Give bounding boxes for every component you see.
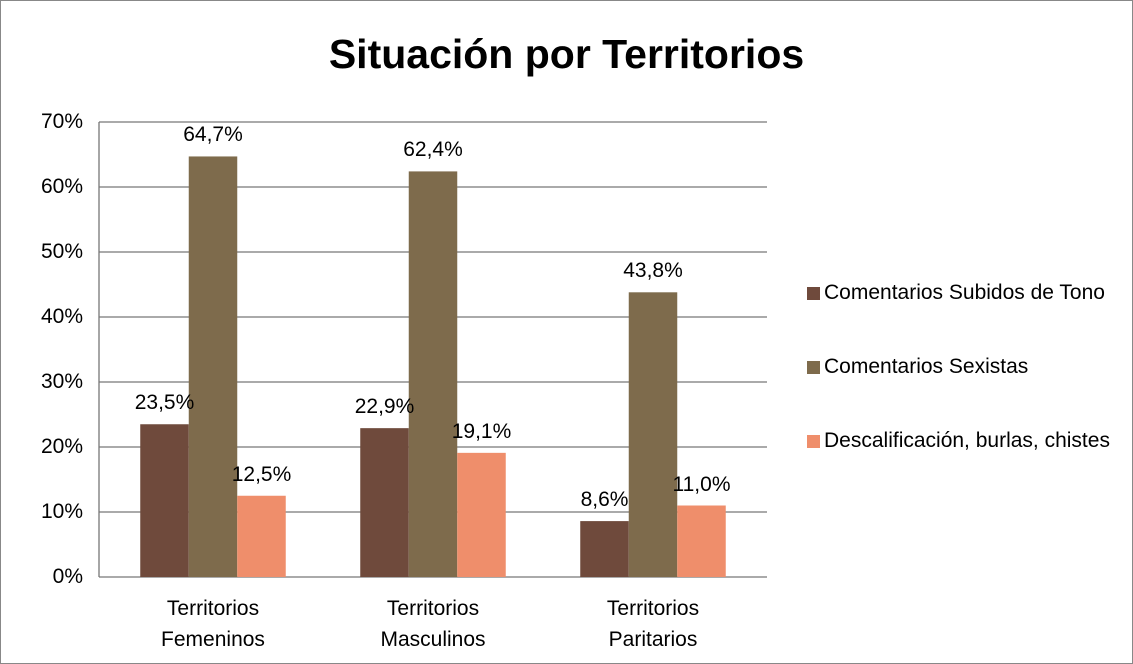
value-label: 62,4% [403,138,463,162]
bar [140,424,189,577]
y-tick-label: 30% [40,370,83,393]
y-tick-label: 50% [40,240,83,263]
x-tick-label: Territorios Femeninos [161,597,265,651]
x-tick-label: Territorios Masculinos [380,597,486,651]
bar [677,505,726,577]
value-label: 22,9% [354,395,415,419]
legend-swatch [807,435,820,448]
y-tick-label: 60% [40,175,83,198]
bar [457,452,506,577]
legend-label: Comentarios Subidos de Tono [824,281,1105,304]
y-tick-label: 0% [52,565,83,588]
bar [628,292,678,577]
legend-label: Comentarios Sexistas [824,355,1029,378]
value-label: 43,8% [623,259,683,283]
bar [188,156,238,577]
value-label: 64,7% [183,123,243,147]
value-label: 12,5% [231,462,292,486]
y-tick-label: 20% [40,435,83,458]
legend-swatch [807,361,820,374]
legend-swatch [807,287,820,300]
bar [408,171,458,577]
bar [237,495,286,577]
value-label: 11,0% [672,472,731,496]
bar [580,521,629,577]
y-tick-label: 70% [40,110,83,133]
value-label: 8,6% [580,488,629,512]
legend-label: Descalificación, burlas, chistes [824,429,1110,452]
y-tick-label: 40% [40,305,83,328]
value-label: 19,1% [451,419,512,443]
bar [360,428,409,577]
chart-title: Situación por Territorios [328,31,805,77]
y-tick-label: 10% [40,500,83,523]
value-label: 23,5% [134,391,195,415]
x-tick-label: Territorios Paritarios [606,597,700,651]
